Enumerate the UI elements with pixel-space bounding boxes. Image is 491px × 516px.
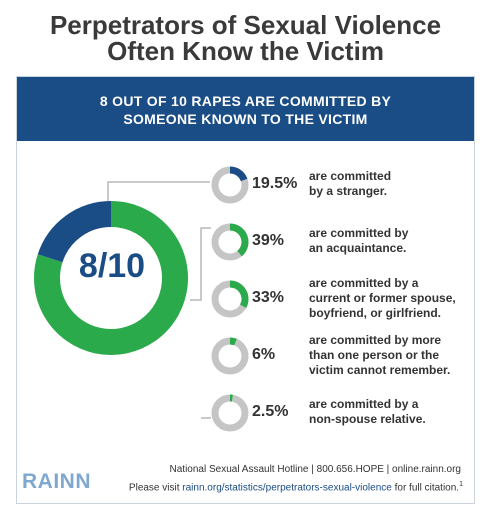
- title-line-2: Often Know the Victim: [107, 36, 384, 66]
- stat-description-line: are committed by a: [309, 397, 419, 411]
- stat-percent-3: 6%: [252, 346, 276, 363]
- citation-sup: 1: [459, 481, 463, 488]
- main-donut-label: 8/10: [78, 247, 146, 285]
- stat-description-line: by a stranger.: [309, 184, 388, 198]
- citation-suffix: for full citation.: [394, 482, 460, 494]
- banner-line-2: SOMEONE KNOWN TO THE VICTIM: [123, 111, 368, 127]
- small-donut-arc-0: [229, 166, 248, 182]
- page-title: Perpetrators of Sexual Violence Often Kn…: [0, 12, 491, 64]
- main-donut-stranger-arc: [37, 201, 112, 263]
- title-line-1: Perpetrators of Sexual Violence: [49, 10, 442, 40]
- stat-description-line: current or former spouse,: [309, 290, 456, 305]
- stat-description-line: victim cannot remember.: [309, 362, 451, 377]
- rainn-logo: RAINN: [22, 470, 91, 493]
- stat-percent-4: 2.5%: [252, 403, 289, 420]
- stat-percent-1: 39%: [252, 232, 285, 249]
- headline-banner: 8 OUT OF 10 RAPES ARE COMMITTED BY SOMEO…: [17, 77, 474, 141]
- small-donut-arc-3: [229, 337, 237, 346]
- connector-stranger: [107, 181, 210, 210]
- small-donut-arc-2: [229, 280, 249, 308]
- stat-description-line: boyfriend, or girlfriend.: [309, 305, 442, 320]
- stat-description-2: are committed by a current or former spou…: [309, 276, 456, 321]
- small-donut-track-4: [211, 394, 249, 432]
- stat-description-4: are committed by a non-spouse relative.: [309, 397, 426, 427]
- small-donut-arc-1: [229, 223, 249, 257]
- stat-description-line: an acquaintance.: [309, 241, 407, 255]
- stat-description-3: are committed by more than one person or …: [309, 333, 450, 378]
- visit-text: Please visit: [128, 482, 180, 494]
- stat-description-0: are committed by a stranger.: [309, 169, 391, 199]
- stat-description-line: are committed: [309, 169, 392, 183]
- stat-description-line: than one person or the: [309, 347, 440, 362]
- stat-description-line: are committed by a: [309, 275, 419, 290]
- citation-text: Please visit rainn.org/statistics/perpet…: [129, 481, 463, 493]
- small-donut-track-3: [211, 337, 249, 375]
- stat-percent-0: 19.5%: [252, 175, 298, 192]
- stat-description-line: are committed by: [309, 226, 409, 240]
- banner-line-1: 8 OUT OF 10 RAPES ARE COMMITTED BY: [99, 93, 392, 109]
- stat-percent-2: 33%: [252, 289, 285, 306]
- stat-description-line: are committed by more: [309, 332, 442, 347]
- main-donut-known-arc: [34, 201, 188, 355]
- connector-known-bracket: [190, 227, 211, 301]
- hotline-text: National Sexual Assault Hotline | 800.65…: [169, 464, 461, 475]
- citation-link[interactable]: rainn.org/statistics/perpetrators-sexual…: [182, 482, 392, 494]
- infographic-card: 8 OUT OF 10 RAPES ARE COMMITTED BY SOMEO…: [16, 76, 475, 504]
- stat-description-1: are committed by an acquaintance.: [309, 226, 408, 256]
- stat-description-line: non-spouse relative.: [309, 412, 426, 426]
